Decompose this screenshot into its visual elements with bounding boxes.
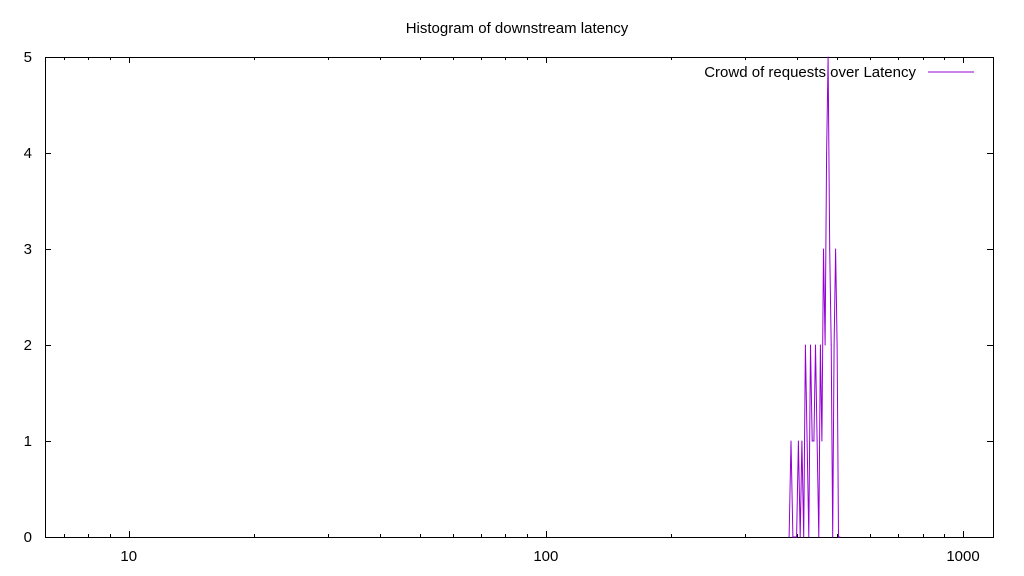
y-tick-label: 5 xyxy=(24,49,32,66)
y-tick-label: 3 xyxy=(24,241,32,258)
series-layer xyxy=(788,56,841,538)
data-point xyxy=(815,344,816,346)
legend: Crowd of requests over Latency xyxy=(704,64,974,81)
data-point xyxy=(833,344,835,346)
data-point xyxy=(810,344,811,346)
legend-label: Crowd of requests over Latency xyxy=(704,64,916,81)
data-point xyxy=(788,536,790,538)
data-point xyxy=(801,440,803,442)
data-point xyxy=(797,440,799,442)
data-point xyxy=(803,536,805,538)
data-point xyxy=(829,248,831,250)
data-point xyxy=(808,536,810,538)
data-point xyxy=(821,440,823,442)
data-point xyxy=(838,536,839,538)
x-tick-label: 1000 xyxy=(946,548,979,565)
data-point xyxy=(799,536,801,538)
data-point xyxy=(839,536,841,538)
data-point xyxy=(806,440,808,442)
data-point xyxy=(823,248,824,250)
data-point xyxy=(792,536,794,538)
data-point xyxy=(796,536,798,538)
data-point xyxy=(811,440,813,442)
y-tick-label: 4 xyxy=(24,145,32,162)
data-point xyxy=(830,344,832,346)
data-point xyxy=(824,344,826,346)
data-point xyxy=(790,440,792,442)
data-point xyxy=(827,56,829,58)
data-point xyxy=(816,440,818,442)
data-point xyxy=(794,536,796,538)
plot-frame xyxy=(45,57,994,538)
data-point xyxy=(818,536,820,538)
y-tick-label: 2 xyxy=(24,337,32,354)
x-axis: 10 100 1000 xyxy=(64,57,980,565)
data-point xyxy=(819,344,821,346)
data-point xyxy=(835,248,837,250)
data-point xyxy=(836,344,838,346)
data-point xyxy=(832,536,834,538)
data-point xyxy=(813,440,815,442)
data-point xyxy=(826,152,828,154)
y-tick-label: 0 xyxy=(24,529,32,546)
x-tick-label: 100 xyxy=(533,548,558,565)
y-tick-label: 1 xyxy=(24,433,32,450)
data-point xyxy=(804,344,806,346)
x-tick-label: 10 xyxy=(120,548,137,565)
series-line xyxy=(788,56,840,538)
chart-title: Histogram of downstream latency xyxy=(406,20,629,37)
y-axis: 0 1 2 3 4 5 xyxy=(24,49,993,546)
